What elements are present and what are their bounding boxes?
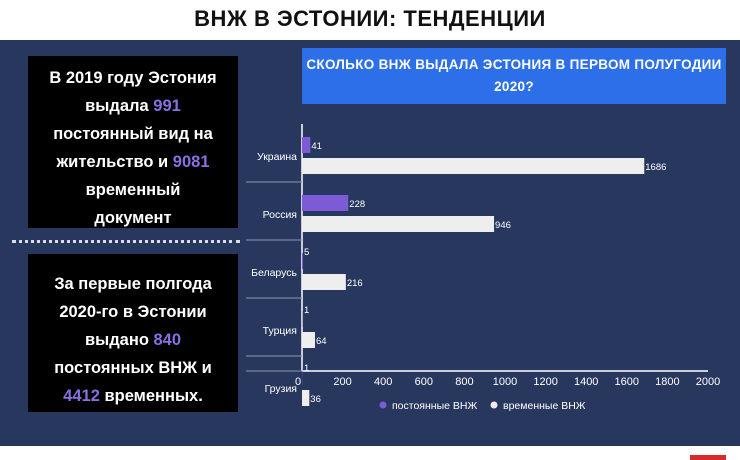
bar-temporary [302,332,315,348]
x-tick-label: 1200 [533,376,557,388]
info-text: постоянный вид на [53,125,213,143]
bar-permanent [302,195,349,211]
data-label: 36 [310,394,321,405]
data-label: 64 [316,336,327,347]
info-text: жительство и [56,153,173,171]
info-text: постоянных ВНЖ и [54,359,212,377]
info-text: временный [85,181,181,199]
x-tick-label: 800 [455,376,473,388]
x-tick-label: 400 [374,376,392,388]
info-text: В 2019 году Эстония [49,69,217,87]
category-label: Турция [263,325,297,337]
dotted-divider [12,240,240,243]
data-label: 5 [304,247,309,258]
bar-temporary [302,158,645,174]
legend-marker-permanent [379,401,387,409]
page-title: ВНЖ В ЭСТОНИИ: ТЕНДЕНЦИИ [194,6,546,31]
info-line: документ [28,204,238,232]
bottom-strip [0,446,740,460]
bar-temporary [302,274,346,290]
info-box-2019: В 2019 году Эстония выдала 991 постоянный … [28,56,238,228]
info-line: постоянный вид на [28,120,238,148]
info-line: выдала 991 [28,92,238,120]
info-text: временных. [99,387,203,405]
info-text: выдала [85,97,154,115]
info-line: временный [28,176,238,204]
bar-temporary [302,390,310,406]
data-label: 41 [311,141,322,152]
data-label: 1 [304,363,309,374]
x-tick-label: 0 [295,376,301,388]
data-label: 1686 [645,162,666,173]
x-tick-label: 200 [333,376,351,388]
x-tick-label: 1600 [615,376,639,388]
highlight-number: 991 [153,97,181,115]
x-tick-label: 1000 [493,376,517,388]
x-tick-label: 1800 [655,376,679,388]
legend-label: временные ВНЖ [503,400,586,412]
x-tick-label: 2000 [696,376,720,388]
legend-label: постоянные ВНЖ [392,400,477,412]
info-text: документ [94,209,172,227]
category-label: Грузия [265,383,297,395]
info-line: За первые полгода [28,270,238,298]
highlight-number: 4412 [63,387,100,405]
info-line: выдано 840 [28,326,238,354]
data-label: 946 [495,220,511,231]
info-line: постоянных ВНЖ и [28,354,238,382]
highlight-number: 9081 [172,153,210,171]
info-line: В 2019 году Эстония [28,64,238,92]
category-label: Россия [263,209,297,221]
bar-permanent [302,137,311,153]
info-text: выдано [84,331,154,349]
chart-title: СКОЛЬКО ВНЖ ВЫДАЛА ЭСТОНИЯ В ПЕРВОМ ПОЛУ… [302,48,726,104]
info-line: 4412 временных. [28,382,238,410]
x-tick-label: 600 [415,376,433,388]
info-text: За первые полгода [54,275,212,293]
info-text: 2020-го в Эстонии [59,303,207,321]
info-box-2020: За первые полгода 2020-го в Эстонии выдано… [28,254,238,412]
red-corner-mark [690,455,726,460]
info-line: жительство и 9081 [28,148,238,176]
data-label: 228 [349,199,365,210]
data-label: 1 [304,305,309,316]
infographic-panel: В 2019 году Эстония выдала 991 постоянный … [0,40,740,446]
bar-temporary [302,216,495,232]
highlight-number: 840 [153,331,182,349]
x-tick-label: 1400 [574,376,598,388]
category-label: Беларусь [251,267,297,279]
bar-chart: Украина Россия Беларусь Турция Грузия 41 228 5 1… [246,124,720,412]
bar-permanent [302,253,304,269]
data-label: 216 [347,278,363,289]
category-label: Украина [257,151,297,163]
info-line: 2020-го в Эстонии [28,298,238,326]
legend-marker-temporary [490,401,498,409]
